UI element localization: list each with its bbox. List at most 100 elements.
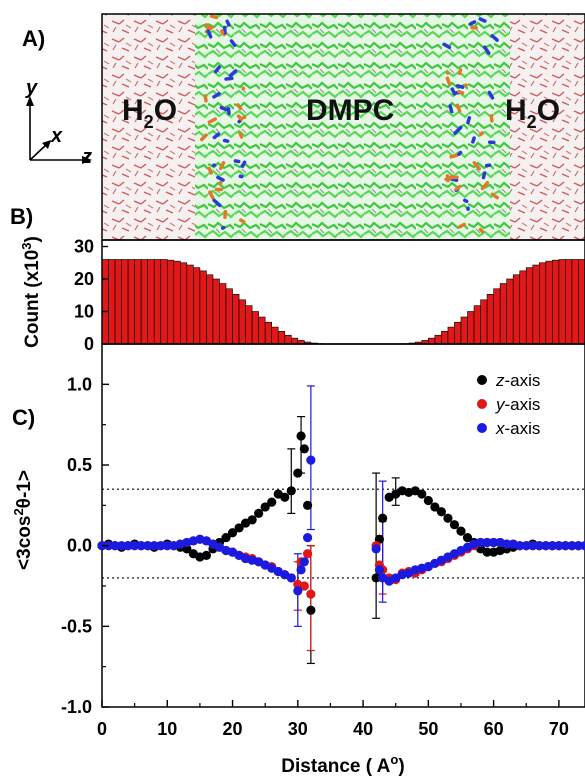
y-axis-point bbox=[299, 581, 309, 591]
z-axis-point bbox=[462, 533, 473, 543]
x-axis-point bbox=[299, 557, 309, 567]
z-axis-point bbox=[482, 547, 492, 557]
z-axis-point bbox=[423, 495, 433, 506]
histogram-bar bbox=[493, 288, 501, 345]
x-axis-letter: x bbox=[50, 125, 63, 147]
center-dmpc-label: DMPC bbox=[306, 94, 394, 127]
phosphate-atom bbox=[444, 174, 454, 182]
histogram-bar bbox=[186, 264, 194, 345]
z-axis-letter: z bbox=[81, 146, 92, 168]
x-axis-point bbox=[521, 541, 531, 551]
histogram-bar bbox=[545, 260, 553, 345]
histogram-bar bbox=[238, 299, 246, 345]
scatter-y-tick-label: -1.0 bbox=[61, 697, 92, 717]
x-axis-point bbox=[489, 537, 499, 548]
z-axis-point bbox=[449, 520, 460, 530]
error-bars bbox=[287, 385, 400, 665]
x-axis-point bbox=[162, 541, 172, 551]
histogram-bars bbox=[101, 259, 585, 345]
z-axis-point bbox=[201, 550, 212, 560]
x-axis-point bbox=[143, 541, 153, 551]
nitrogen-atom bbox=[468, 20, 477, 26]
histogram-bar bbox=[441, 331, 449, 345]
y-axis-point bbox=[303, 549, 313, 559]
scatter-y-tick-label: 0.0 bbox=[67, 536, 92, 556]
histogram-bar bbox=[467, 311, 475, 345]
scatter-x-tick-label: 10 bbox=[157, 719, 177, 739]
nitrogen-atom bbox=[481, 171, 487, 180]
histogram-y-tick-label: 0 bbox=[84, 334, 94, 354]
phosphate-atom bbox=[480, 180, 490, 191]
phosphate-atom bbox=[203, 94, 208, 103]
histogram-bar bbox=[206, 274, 214, 345]
histogram-bar bbox=[454, 321, 462, 345]
phosphate-atom bbox=[479, 131, 484, 137]
z-axis-point bbox=[443, 513, 453, 523]
right-water-label: H2O bbox=[505, 94, 560, 132]
phosphate-atom bbox=[239, 218, 246, 224]
x-axis-point bbox=[541, 541, 551, 551]
phosphate-atom bbox=[207, 166, 213, 175]
histogram-y-tick-label: 20 bbox=[74, 269, 94, 289]
histogram-bar bbox=[525, 267, 534, 345]
nitrogen-atom bbox=[453, 125, 463, 135]
phosphate-atom bbox=[236, 114, 244, 121]
histogram-bar bbox=[434, 334, 442, 345]
phosphate-atom bbox=[218, 161, 226, 171]
phosphate-atom bbox=[455, 103, 462, 113]
scatter-y-tick-label: 1.0 bbox=[67, 374, 92, 394]
x-axis-point bbox=[156, 541, 166, 551]
nitrogen-atom bbox=[487, 90, 495, 100]
nitrogen-atom bbox=[466, 116, 472, 125]
x-axis-point bbox=[560, 541, 571, 551]
histogram-bar bbox=[153, 259, 162, 345]
legend-marker bbox=[477, 399, 487, 409]
x-axis-point bbox=[130, 541, 140, 551]
z-axis-point bbox=[430, 502, 440, 512]
nitrogen-atom bbox=[212, 91, 221, 99]
x-axis-point bbox=[374, 565, 384, 575]
nitrogen-atom bbox=[216, 175, 225, 182]
z-axis-point bbox=[378, 513, 388, 523]
histogram-bar bbox=[290, 337, 299, 345]
z-axis-point bbox=[456, 526, 466, 536]
x-axis-point bbox=[123, 541, 133, 551]
x-axis-point bbox=[554, 541, 564, 551]
nitrogen-atom bbox=[222, 138, 230, 143]
x-axis-point bbox=[116, 541, 127, 551]
nitrogen-atom bbox=[450, 87, 457, 96]
legend-marker bbox=[477, 423, 487, 433]
z-axis-point bbox=[234, 523, 244, 533]
x-axis-point bbox=[482, 537, 492, 548]
histogram-bar bbox=[473, 305, 481, 345]
nitrogen-atom bbox=[221, 225, 226, 230]
x-axis-point bbox=[306, 455, 316, 465]
nitrogen-atom bbox=[225, 19, 231, 27]
histogram-bar bbox=[428, 337, 436, 345]
histogram-bar bbox=[101, 259, 109, 345]
z-axis-point bbox=[286, 486, 296, 496]
z-axis-point bbox=[280, 492, 290, 502]
scatter-x-tick-label: 60 bbox=[484, 719, 504, 739]
histogram-bar bbox=[264, 321, 273, 345]
scatter-x-ticks: 0 10 20 30 40 50 60 70 bbox=[97, 700, 569, 739]
phosphate-atom bbox=[449, 153, 459, 159]
x-axis-point bbox=[136, 541, 146, 551]
phosphate-atom bbox=[209, 14, 219, 20]
phosphate-atom bbox=[454, 184, 462, 191]
x-axis-point bbox=[371, 544, 381, 554]
panel-a-label: A) bbox=[22, 26, 45, 51]
histogram-y-tick-label: 10 bbox=[74, 302, 94, 322]
scatter-y-ticks: -1.0 -0.5 0.0 0.5 1.0 bbox=[61, 374, 109, 717]
lipid-bilayer-region bbox=[195, 14, 510, 240]
z-axis-point bbox=[293, 468, 303, 478]
histogram-bar bbox=[499, 283, 507, 345]
scatter-x-title: Distance ( Ao) bbox=[281, 752, 404, 777]
phosphate-atom bbox=[472, 160, 481, 171]
z-axis-point bbox=[267, 497, 277, 507]
x-axis-point bbox=[110, 541, 120, 551]
x-axis-point bbox=[303, 533, 313, 543]
histogram-bar bbox=[166, 259, 175, 345]
scatter-frame bbox=[101, 343, 585, 708]
